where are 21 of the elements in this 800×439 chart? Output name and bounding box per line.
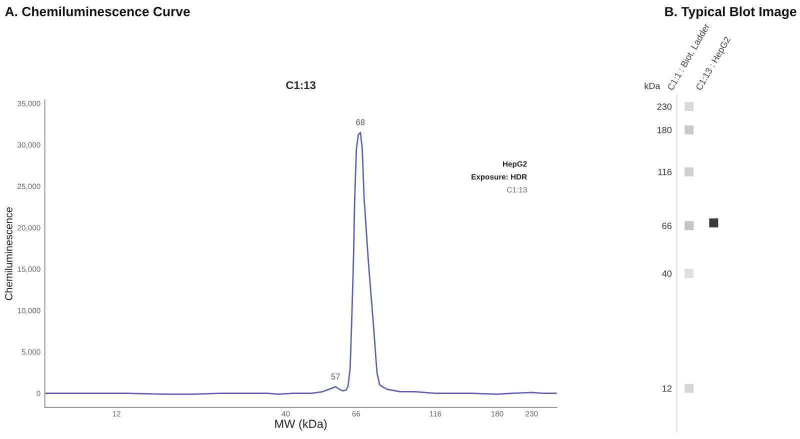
y-tick-label: 116 — [658, 168, 672, 176]
point — [684, 384, 694, 393]
y-tick-label: 12 — [662, 385, 672, 392]
point — [684, 167, 694, 176]
y-axis-title: Chemiluminescence — [4, 207, 12, 300]
y-axis-title: kDa — [644, 82, 660, 90]
chart-subtitle: C1:13 — [286, 81, 316, 90]
y-tick-label: 66 — [662, 222, 672, 230]
chart-title: B. Typical Blot Image — [665, 6, 796, 19]
y-tick-label: 180 — [658, 126, 672, 134]
y-tick-label: 40 — [662, 270, 672, 277]
point — [684, 221, 694, 230]
annotation: 68 — [356, 119, 365, 126]
point — [684, 125, 694, 134]
point — [684, 102, 694, 112]
y-tick-label: 230 — [657, 103, 672, 110]
x-axis-title: MW (kDa) — [275, 419, 327, 430]
annotation: 57 — [331, 374, 340, 380]
point — [684, 268, 694, 278]
chart-title: A. Chemiluminescence Curve — [5, 6, 190, 16]
point — [709, 218, 718, 228]
